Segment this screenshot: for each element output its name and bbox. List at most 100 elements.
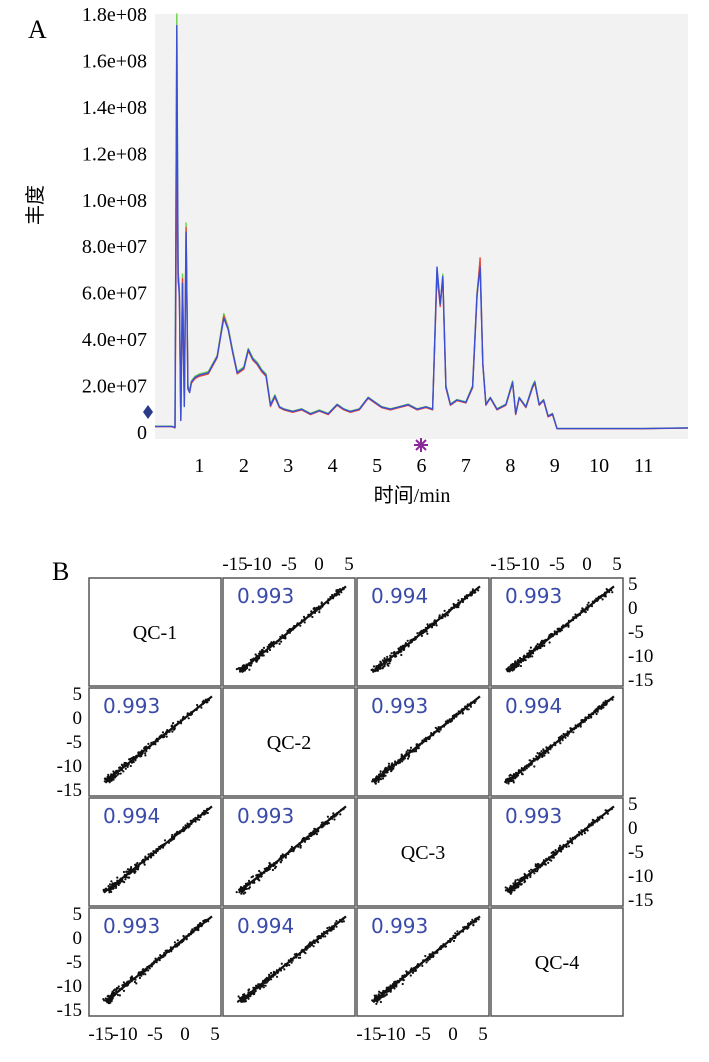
y-tick-label: 1.2e+08 <box>82 143 147 165</box>
x-tick-label: -5 <box>281 554 297 575</box>
sample-label: QC-3 <box>401 842 445 864</box>
correlation-value: 0.993 <box>103 694 160 718</box>
y-axis-label-a: 丰度 <box>24 185 47 225</box>
x-tick-label: -5 <box>549 554 565 575</box>
matrix-cell: QC-3 <box>356 797 490 907</box>
y-tick-label: 5 <box>73 904 83 925</box>
diagonal-density <box>240 805 347 892</box>
y-tick-label: -10 <box>628 646 653 667</box>
x-axis-label-a: 时间/min <box>374 484 451 507</box>
y-tick-label: 0 <box>628 818 638 839</box>
x-tick-label: -15 <box>356 1024 381 1045</box>
y-tick-label: -10 <box>57 756 82 777</box>
x-tick-label: -15 <box>490 554 515 575</box>
x-tick-label: 0 <box>180 1024 190 1045</box>
x-tick-label: -10 <box>112 1024 137 1045</box>
correlation-value: 0.993 <box>505 584 562 608</box>
matrix-cell: QC-1 <box>88 577 222 687</box>
x-tick-label: 5 <box>344 554 354 575</box>
y-tick-label: 8.0e+07 <box>82 236 147 258</box>
x-tick-labels-b: -15-10 -5 0 5 <box>490 554 621 575</box>
plot-area-a <box>155 14 688 439</box>
diagonal-density <box>508 695 615 782</box>
diagonal-density <box>240 915 347 1002</box>
y-tick-label: 0 <box>137 422 147 444</box>
y-tick-label: -5 <box>628 842 644 863</box>
matrix-cell: 0.994 <box>222 907 356 1017</box>
matrix-cell: 0.993 <box>490 797 624 907</box>
x-tick-label: 10 <box>589 455 609 477</box>
x-tick-label: -5 <box>147 1024 163 1045</box>
x-tick-label: 0 <box>582 554 592 575</box>
x-tick-label: 7 <box>461 455 471 477</box>
y-tick-label: -5 <box>628 622 644 643</box>
correlation-value: 0.994 <box>103 804 160 828</box>
x-tick-label: -10 <box>380 1024 405 1045</box>
y-tick-label: 5 <box>73 684 83 705</box>
x-tick-label: 3 <box>283 455 293 477</box>
x-tick-label: -15 <box>88 1024 113 1045</box>
matrix-cell: 0.993 <box>88 687 222 797</box>
cell-frame <box>222 687 356 797</box>
y-tick-label: 0 <box>628 598 638 619</box>
correlation-value: 0.994 <box>371 584 428 608</box>
x-tick-label: 5 <box>478 1024 488 1045</box>
panel-label-a: A <box>28 15 47 44</box>
matrix-cell: 0.993 <box>356 687 490 797</box>
correlation-value: 0.993 <box>371 914 428 938</box>
y-tick-labels-a: 0 2.0e+07 4.0e+07 6.0e+07 8.0e+07 1.0e+08 1.2e… <box>82 4 147 444</box>
diagonal-density <box>374 915 481 1002</box>
diagonal-density <box>508 805 615 892</box>
x-tick-label: 5 <box>210 1024 220 1045</box>
x-tick-label: 11 <box>634 455 653 477</box>
y-tick-labels-b: -15 -10 -5 0 5 <box>57 904 82 1021</box>
panel-a: A 0 2.0e+07 4.0e+07 6.0e+07 8.0e+07 1.0e+08 1.… <box>24 4 689 507</box>
panel-b: B QC-1 0.993 0.994 0.993 0.993 QC-2 0.993 0.994… <box>52 554 653 1045</box>
chromatogram-series <box>155 13 689 430</box>
asterisk-marker-icon <box>414 438 428 452</box>
y-tick-label: -5 <box>66 952 82 973</box>
left-marker-icon <box>143 405 153 419</box>
matrix-cell: 0.994 <box>88 797 222 907</box>
correlation-value: 0.994 <box>237 914 294 938</box>
y-tick-label: -15 <box>57 780 82 801</box>
matrix-cell: 0.993 <box>490 577 624 687</box>
sample-label: QC-1 <box>133 622 177 644</box>
correlation-value: 0.993 <box>237 804 294 828</box>
y-tick-label: 5 <box>628 794 638 815</box>
matrix-cell: 0.993 <box>222 797 356 907</box>
x-tick-label: 5 <box>612 554 622 575</box>
diagonal-density <box>374 695 481 782</box>
x-tick-label: 0 <box>314 554 324 575</box>
y-tick-label: -15 <box>628 670 653 691</box>
x-tick-label: -5 <box>415 1024 431 1045</box>
correlation-value: 0.993 <box>103 914 160 938</box>
y-tick-label: 1.0e+08 <box>82 190 147 212</box>
diagonal-density <box>508 585 615 672</box>
correlation-value: 0.994 <box>505 694 562 718</box>
matrix-cell: 0.993 <box>222 577 356 687</box>
y-tick-labels-b: -15 -10 -5 0 5 <box>628 794 653 911</box>
x-tick-label: 5 <box>372 455 382 477</box>
y-tick-label: 1.4e+08 <box>82 97 147 119</box>
y-tick-label: 4.0e+07 <box>82 329 147 351</box>
y-tick-label: 6.0e+07 <box>82 283 147 305</box>
y-tick-label: 1.8e+08 <box>82 4 147 26</box>
y-tick-label: -15 <box>628 890 653 911</box>
panel-label-b: B <box>52 557 69 586</box>
scatter-matrix-axes: -15-10 -5 0 5 -15-10 -5 0 5-15-10 -5 0 5 -15-10 -5 0 5… <box>57 554 654 1045</box>
x-tick-labels-b: -15-10 -5 0 5 <box>222 554 353 575</box>
matrix-cell: 0.993 <box>88 907 222 1017</box>
scatter-matrix-grid: QC-1 0.993 0.994 0.993 0.993 QC-2 0.993 0.994 0.… <box>88 577 624 1017</box>
matrix-cell: 0.993 <box>356 907 490 1017</box>
x-tick-label: 1 <box>194 455 204 477</box>
y-tick-label: 0 <box>73 708 83 729</box>
correlation-value: 0.993 <box>237 584 294 608</box>
x-tick-label: 9 <box>550 455 560 477</box>
matrix-cell: 0.994 <box>356 577 490 687</box>
x-tick-labels-a: 1 2 3 4 5 6 7 8 9 10 11 <box>194 455 653 477</box>
y-tick-label: 5 <box>628 574 638 595</box>
x-tick-labels-b: -15-10 -5 0 5 <box>356 1024 487 1045</box>
sample-label: QC-2 <box>267 732 311 754</box>
cell-frame <box>88 577 222 687</box>
